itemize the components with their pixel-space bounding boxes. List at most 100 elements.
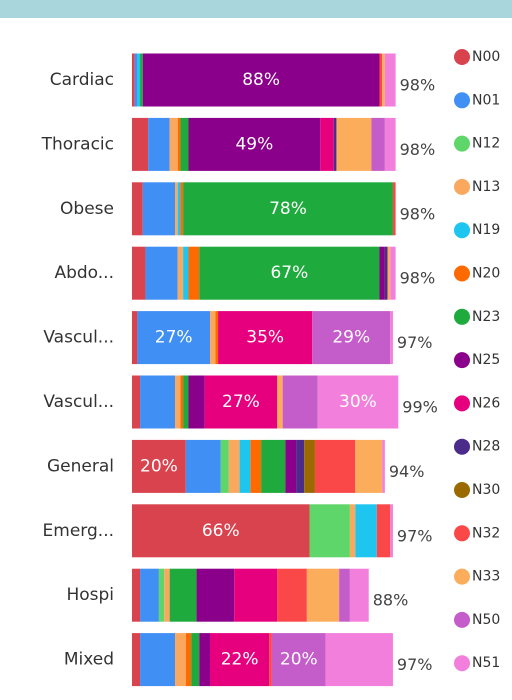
bar-segment <box>333 117 337 171</box>
legend-label: N00 <box>472 49 500 65</box>
bar-segment <box>390 311 393 365</box>
bar-segment <box>137 311 211 365</box>
legend-label: N33 <box>472 569 500 585</box>
bar-segment <box>261 439 286 493</box>
legend-marker <box>454 222 470 239</box>
segment-label: 35% <box>246 328 284 348</box>
bar-segment <box>390 504 393 558</box>
bar-segment <box>145 246 178 300</box>
bar-segment <box>185 439 221 493</box>
bar-segment <box>132 246 146 300</box>
bar-segment <box>132 117 149 171</box>
bar-segment <box>349 504 356 558</box>
bar-segment <box>158 568 165 622</box>
bar-segment <box>384 53 396 107</box>
total-label: 98% <box>400 140 436 159</box>
bar-segment <box>379 53 383 107</box>
legend-marker <box>454 611 470 628</box>
category-label: Hospi <box>66 585 114 605</box>
segment-label: 49% <box>235 134 273 154</box>
bar-segment <box>210 633 270 687</box>
legend-marker <box>454 265 470 282</box>
bar-segment <box>277 375 283 429</box>
bar-segment <box>177 117 181 171</box>
bar-segment <box>250 439 262 493</box>
bar-segment <box>376 504 391 558</box>
bar-segment <box>148 117 170 171</box>
bar-segment <box>132 633 141 687</box>
bar-segment <box>355 504 377 558</box>
bar-segment <box>188 375 205 429</box>
segment-label: 66% <box>202 521 240 541</box>
category-label: Emerg... <box>43 521 114 541</box>
bar-segment <box>215 311 219 365</box>
legend-marker <box>454 438 470 455</box>
category-label: Vascul... <box>43 328 114 348</box>
legend-label: N28 <box>472 439 500 455</box>
bar-segment <box>355 439 383 493</box>
bar-segment <box>382 53 385 107</box>
bar-segment <box>180 375 184 429</box>
bar-segment <box>320 117 334 171</box>
segment-label: 20% <box>280 650 318 670</box>
legend-marker <box>454 49 470 65</box>
segment-label: 27% <box>155 328 193 348</box>
total-label: 98% <box>400 204 436 223</box>
legend-label: N01 <box>472 92 500 108</box>
legend-marker <box>454 352 470 369</box>
category-label: Abdo... <box>54 263 114 283</box>
bar-segment <box>384 246 388 300</box>
total-label: 97% <box>397 526 433 545</box>
bar-segment <box>234 568 278 622</box>
bar-segment <box>314 439 356 493</box>
bar-segment <box>180 182 184 236</box>
bar-segment <box>269 633 272 687</box>
category-label: Mixed <box>64 650 114 670</box>
bar-segment <box>134 53 138 107</box>
segment-label: 29% <box>332 328 370 348</box>
bar-segment <box>132 311 138 365</box>
bar-segment <box>177 246 184 300</box>
segment-label: 78% <box>269 199 307 219</box>
bar-segment <box>169 568 197 622</box>
segment-label: 27% <box>222 392 260 412</box>
bar-segment <box>371 117 385 171</box>
bar-segment <box>220 439 229 493</box>
segment-label: 88% <box>242 70 280 90</box>
legend-label: N51 <box>472 655 500 671</box>
total-label: 99% <box>402 398 438 417</box>
bar-segment <box>228 439 240 493</box>
bar-segment <box>277 568 307 622</box>
bar-segment <box>191 633 200 687</box>
bar-segment <box>180 117 189 171</box>
total-label: 97% <box>397 655 433 674</box>
bar-segment <box>282 375 318 429</box>
bar-segment <box>132 182 143 236</box>
bar-segment <box>132 439 186 493</box>
bar-segment <box>271 633 326 687</box>
legend-label: N25 <box>472 352 500 368</box>
bar-segment <box>132 375 141 429</box>
legend-marker <box>454 92 470 109</box>
segment-label: 30% <box>339 392 377 412</box>
bar-segment <box>188 246 200 300</box>
bar-segment <box>175 375 181 429</box>
legend-label: N26 <box>472 395 500 411</box>
bar-segment <box>312 311 391 365</box>
bar-segment <box>140 633 176 687</box>
bar-segment <box>183 246 189 300</box>
legend-marker <box>454 178 470 195</box>
legend-marker <box>454 482 470 498</box>
bar-segment <box>199 246 380 300</box>
segment-label: 20% <box>140 456 178 476</box>
bar-segment <box>317 375 399 429</box>
bar-segment <box>218 311 313 365</box>
legend-label: N50 <box>472 612 500 628</box>
bar-segment <box>390 246 396 300</box>
legend-marker <box>454 655 470 672</box>
legend-label: N20 <box>472 266 500 282</box>
bar-segment <box>142 182 176 236</box>
bar-segment <box>175 182 178 236</box>
legend-label: N30 <box>472 482 500 498</box>
bar-segment <box>164 568 170 622</box>
